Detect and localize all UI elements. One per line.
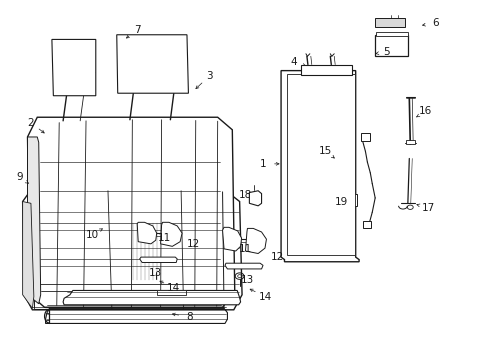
Bar bbox=[374, 35, 407, 56]
Bar bbox=[405, 140, 414, 144]
Text: 17: 17 bbox=[421, 203, 434, 213]
Polygon shape bbox=[245, 228, 266, 253]
Text: 10: 10 bbox=[85, 230, 99, 239]
Text: 19: 19 bbox=[334, 197, 347, 207]
Bar bbox=[287, 74, 354, 255]
Polygon shape bbox=[140, 257, 177, 262]
Bar bbox=[300, 64, 351, 75]
Polygon shape bbox=[222, 227, 241, 251]
Text: 5: 5 bbox=[383, 46, 389, 57]
Text: 13: 13 bbox=[240, 275, 253, 285]
Text: 16: 16 bbox=[418, 106, 431, 116]
Text: 15: 15 bbox=[318, 145, 331, 156]
Text: 4: 4 bbox=[289, 57, 296, 67]
Text: 2: 2 bbox=[27, 118, 34, 128]
Polygon shape bbox=[63, 291, 240, 305]
Text: 9: 9 bbox=[16, 172, 22, 182]
Bar bbox=[374, 18, 405, 27]
Polygon shape bbox=[160, 222, 182, 246]
Text: 7: 7 bbox=[134, 25, 140, 35]
Polygon shape bbox=[281, 71, 358, 262]
Bar bbox=[360, 134, 369, 141]
Bar bbox=[157, 291, 185, 295]
Polygon shape bbox=[27, 117, 234, 307]
Polygon shape bbox=[224, 263, 263, 269]
Polygon shape bbox=[22, 190, 242, 310]
Text: 8: 8 bbox=[186, 312, 193, 322]
Bar bbox=[375, 32, 407, 36]
Text: 3: 3 bbox=[205, 71, 212, 81]
Polygon shape bbox=[45, 309, 227, 323]
Text: 11: 11 bbox=[238, 244, 252, 254]
Polygon shape bbox=[22, 202, 34, 309]
Bar bbox=[363, 221, 370, 228]
Polygon shape bbox=[52, 40, 96, 96]
Text: 13: 13 bbox=[149, 267, 162, 278]
Polygon shape bbox=[137, 222, 157, 244]
Polygon shape bbox=[27, 137, 41, 304]
Text: 14: 14 bbox=[258, 292, 271, 302]
Text: 12: 12 bbox=[186, 239, 200, 249]
Text: 6: 6 bbox=[431, 18, 438, 28]
Text: 14: 14 bbox=[167, 283, 180, 293]
Text: 18: 18 bbox=[238, 190, 252, 200]
Bar bbox=[344, 194, 356, 206]
Text: 12: 12 bbox=[270, 252, 284, 262]
Text: 11: 11 bbox=[157, 233, 170, 243]
Polygon shape bbox=[249, 191, 261, 206]
Text: 1: 1 bbox=[259, 159, 266, 169]
Polygon shape bbox=[117, 35, 188, 93]
